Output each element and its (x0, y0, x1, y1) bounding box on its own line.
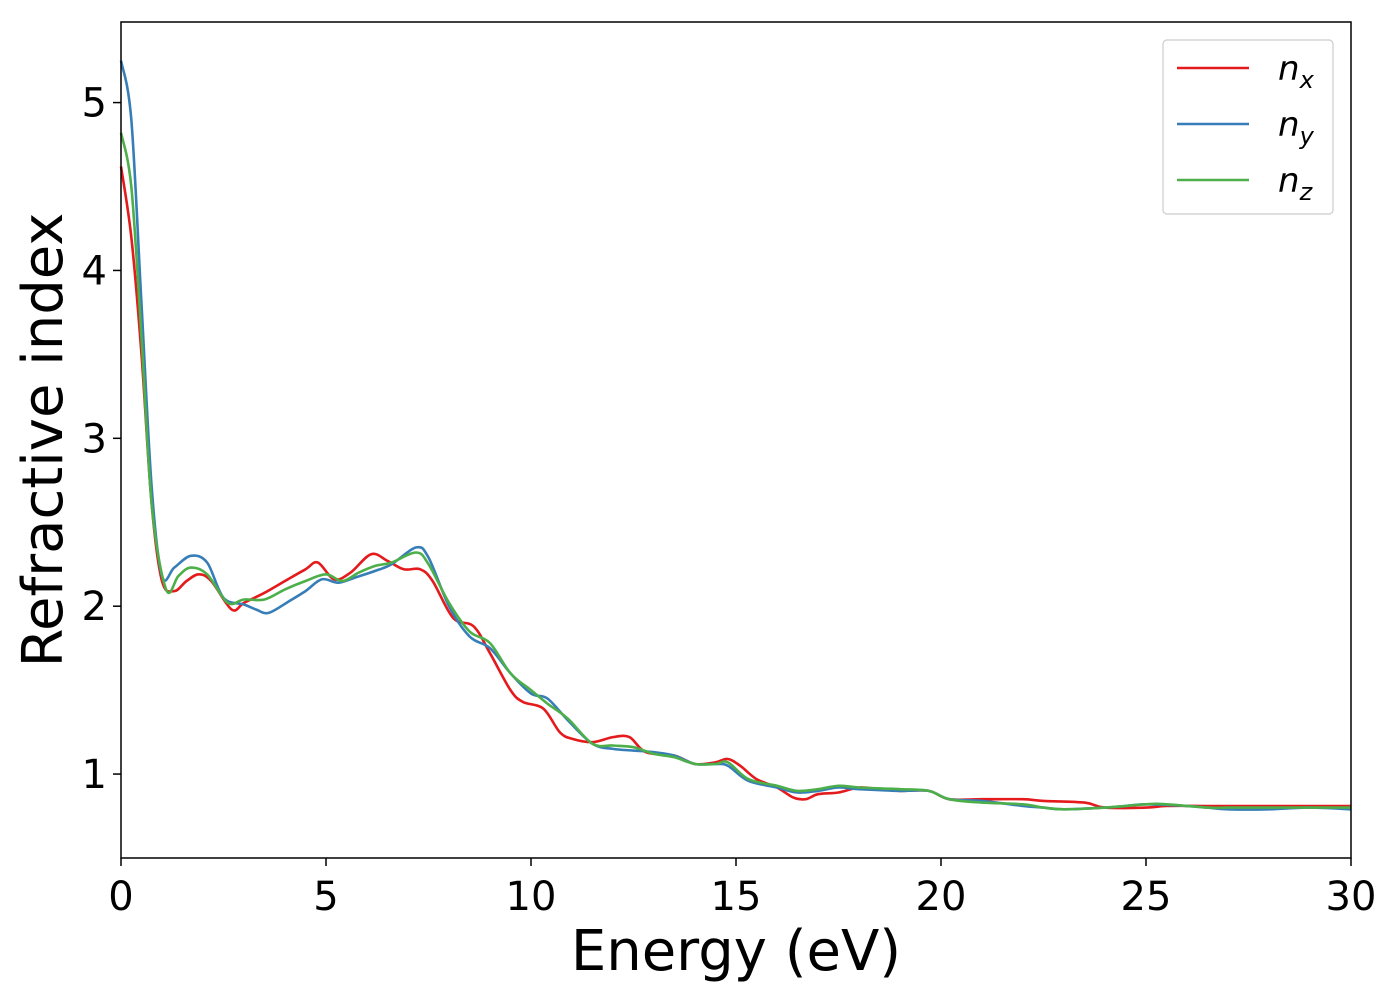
x-tick-label: 5 (313, 874, 338, 920)
legend-label-n-z: nz (1278, 161, 1314, 206)
y-axis-title: Refractive index (11, 213, 76, 668)
series-line-n-x (119, 166, 1351, 810)
series-layer (119, 60, 1352, 811)
x-tick-label: 20 (916, 874, 967, 920)
ticks-layer: 0 5 10 15 20 25 30 1 2 3 4 5 (82, 81, 1377, 920)
y-tick-label: 2 (82, 584, 107, 630)
x-tick-label: 25 (1121, 874, 1172, 920)
y-tick-label: 5 (82, 81, 107, 127)
y-tick-label: 4 (82, 248, 107, 294)
x-tick-label: 0 (108, 874, 133, 920)
series-line-n-z (119, 132, 1351, 811)
legend: nx ny nz (1162, 39, 1334, 215)
y-tick-label: 3 (82, 416, 107, 462)
legend-label-n-x: nx (1278, 49, 1315, 94)
x-tick-label: 30 (1326, 874, 1377, 920)
legend-label-n-y: ny (1278, 105, 1315, 150)
x-axis-title: Energy (eV) (571, 919, 901, 984)
y-tick-label: 1 (82, 752, 107, 798)
x-tick-label: 10 (506, 874, 557, 920)
legend-box (1162, 39, 1334, 215)
x-tick-label: 15 (711, 874, 762, 920)
